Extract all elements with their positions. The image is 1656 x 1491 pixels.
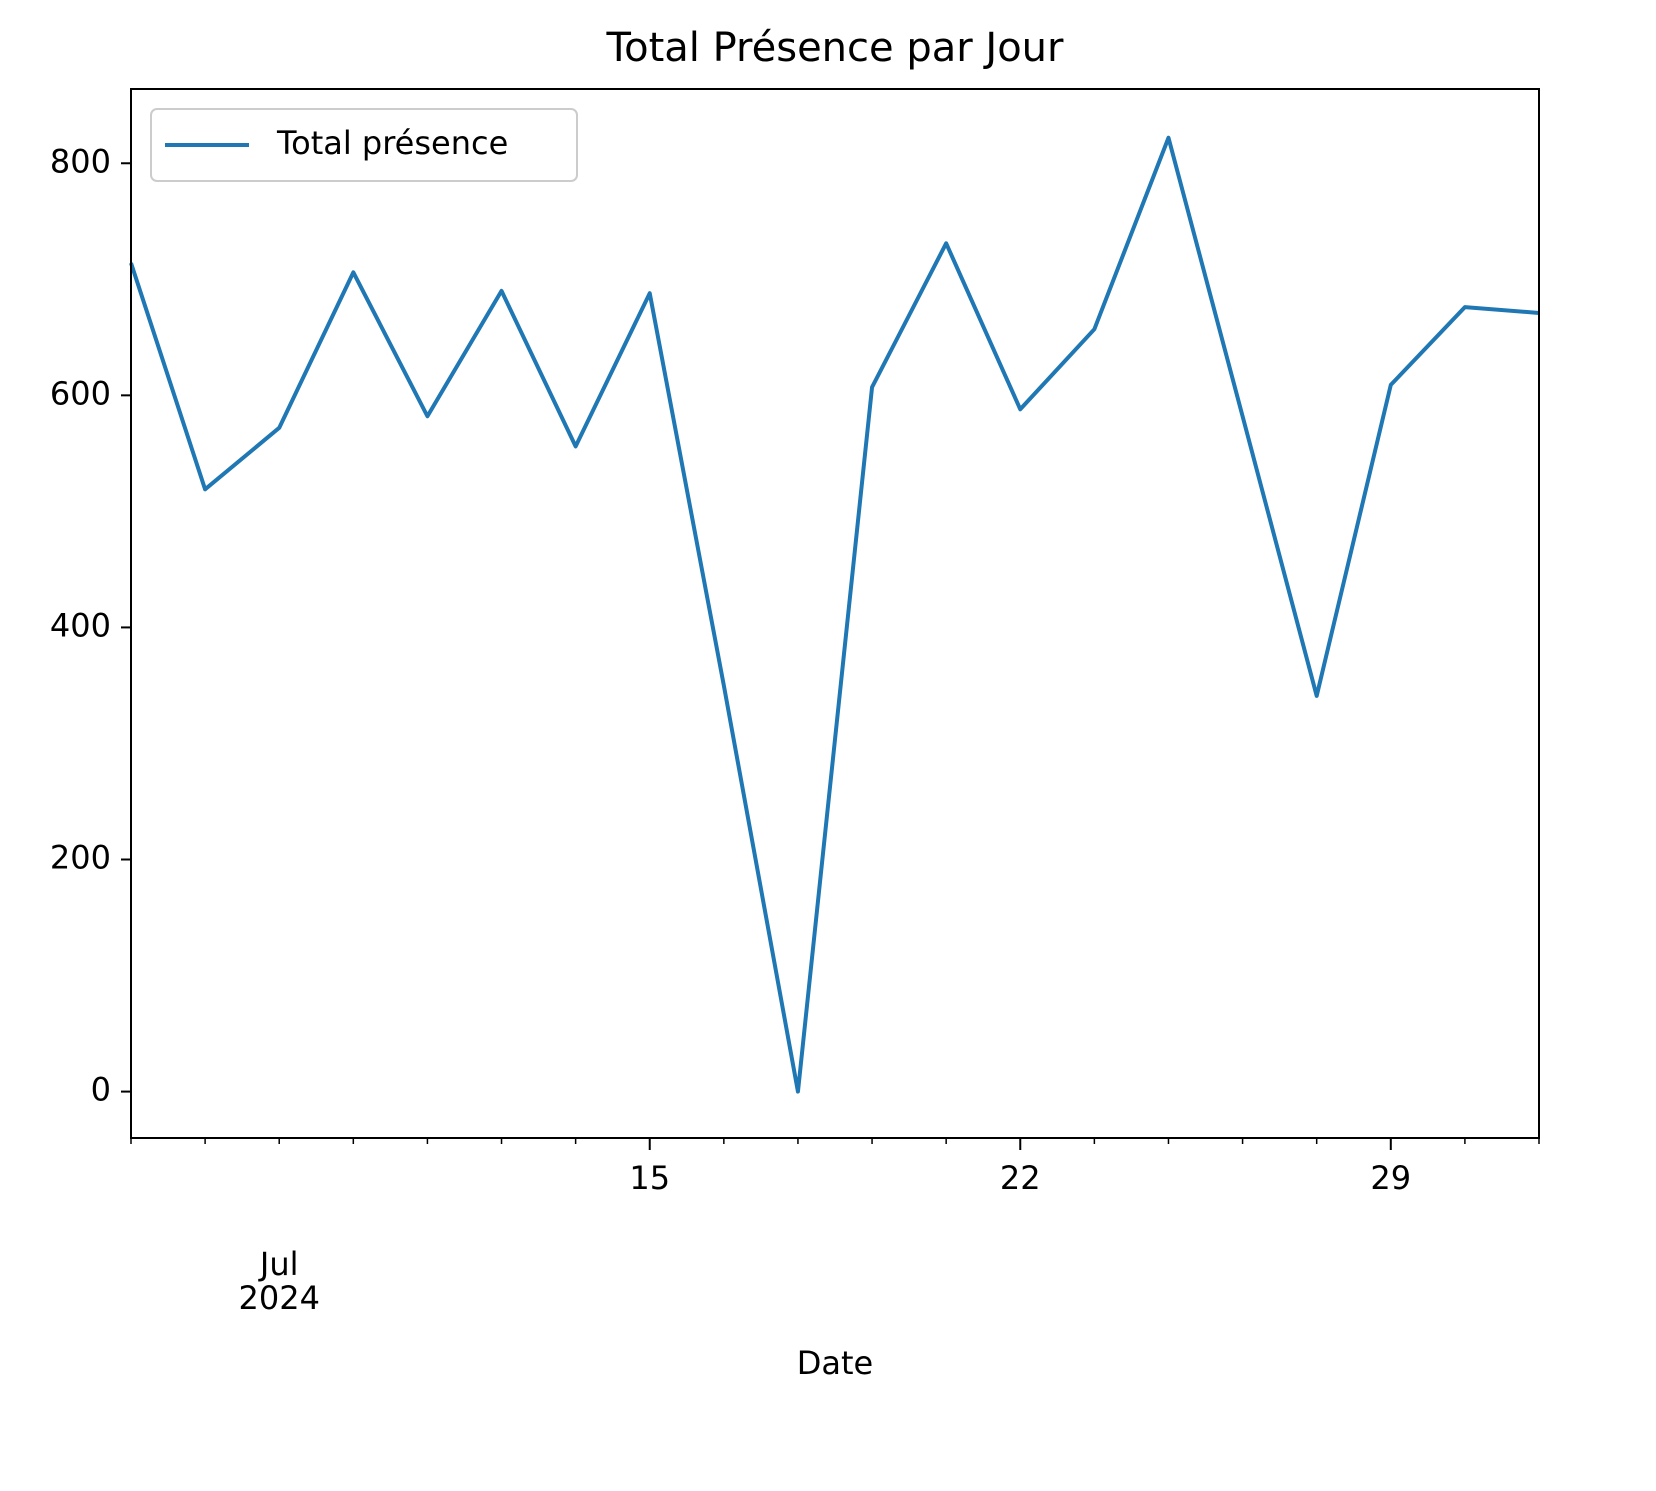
x-month-label: Jul (258, 1245, 299, 1283)
y-tick-label: 400 (50, 606, 111, 644)
legend-label: Total présence (276, 124, 508, 162)
x-tick-label: 29 (1370, 1159, 1411, 1197)
x-month-label: 2024 (238, 1279, 319, 1317)
data-line (129, 135, 1540, 1094)
axes-frame (130, 88, 1540, 1139)
y-tick-label: 600 (50, 374, 111, 412)
x-tick-label: 22 (1000, 1159, 1041, 1197)
y-tick-label: 800 (50, 142, 111, 180)
y-tick-label: 0 (91, 1071, 111, 1109)
x-tick-label: 15 (629, 1159, 670, 1197)
y-tick-label: 200 (50, 839, 111, 877)
x-axis-label: Date (797, 1344, 873, 1382)
legend-box (150, 108, 578, 182)
chart-title: Total Présence par Jour (606, 25, 1065, 71)
